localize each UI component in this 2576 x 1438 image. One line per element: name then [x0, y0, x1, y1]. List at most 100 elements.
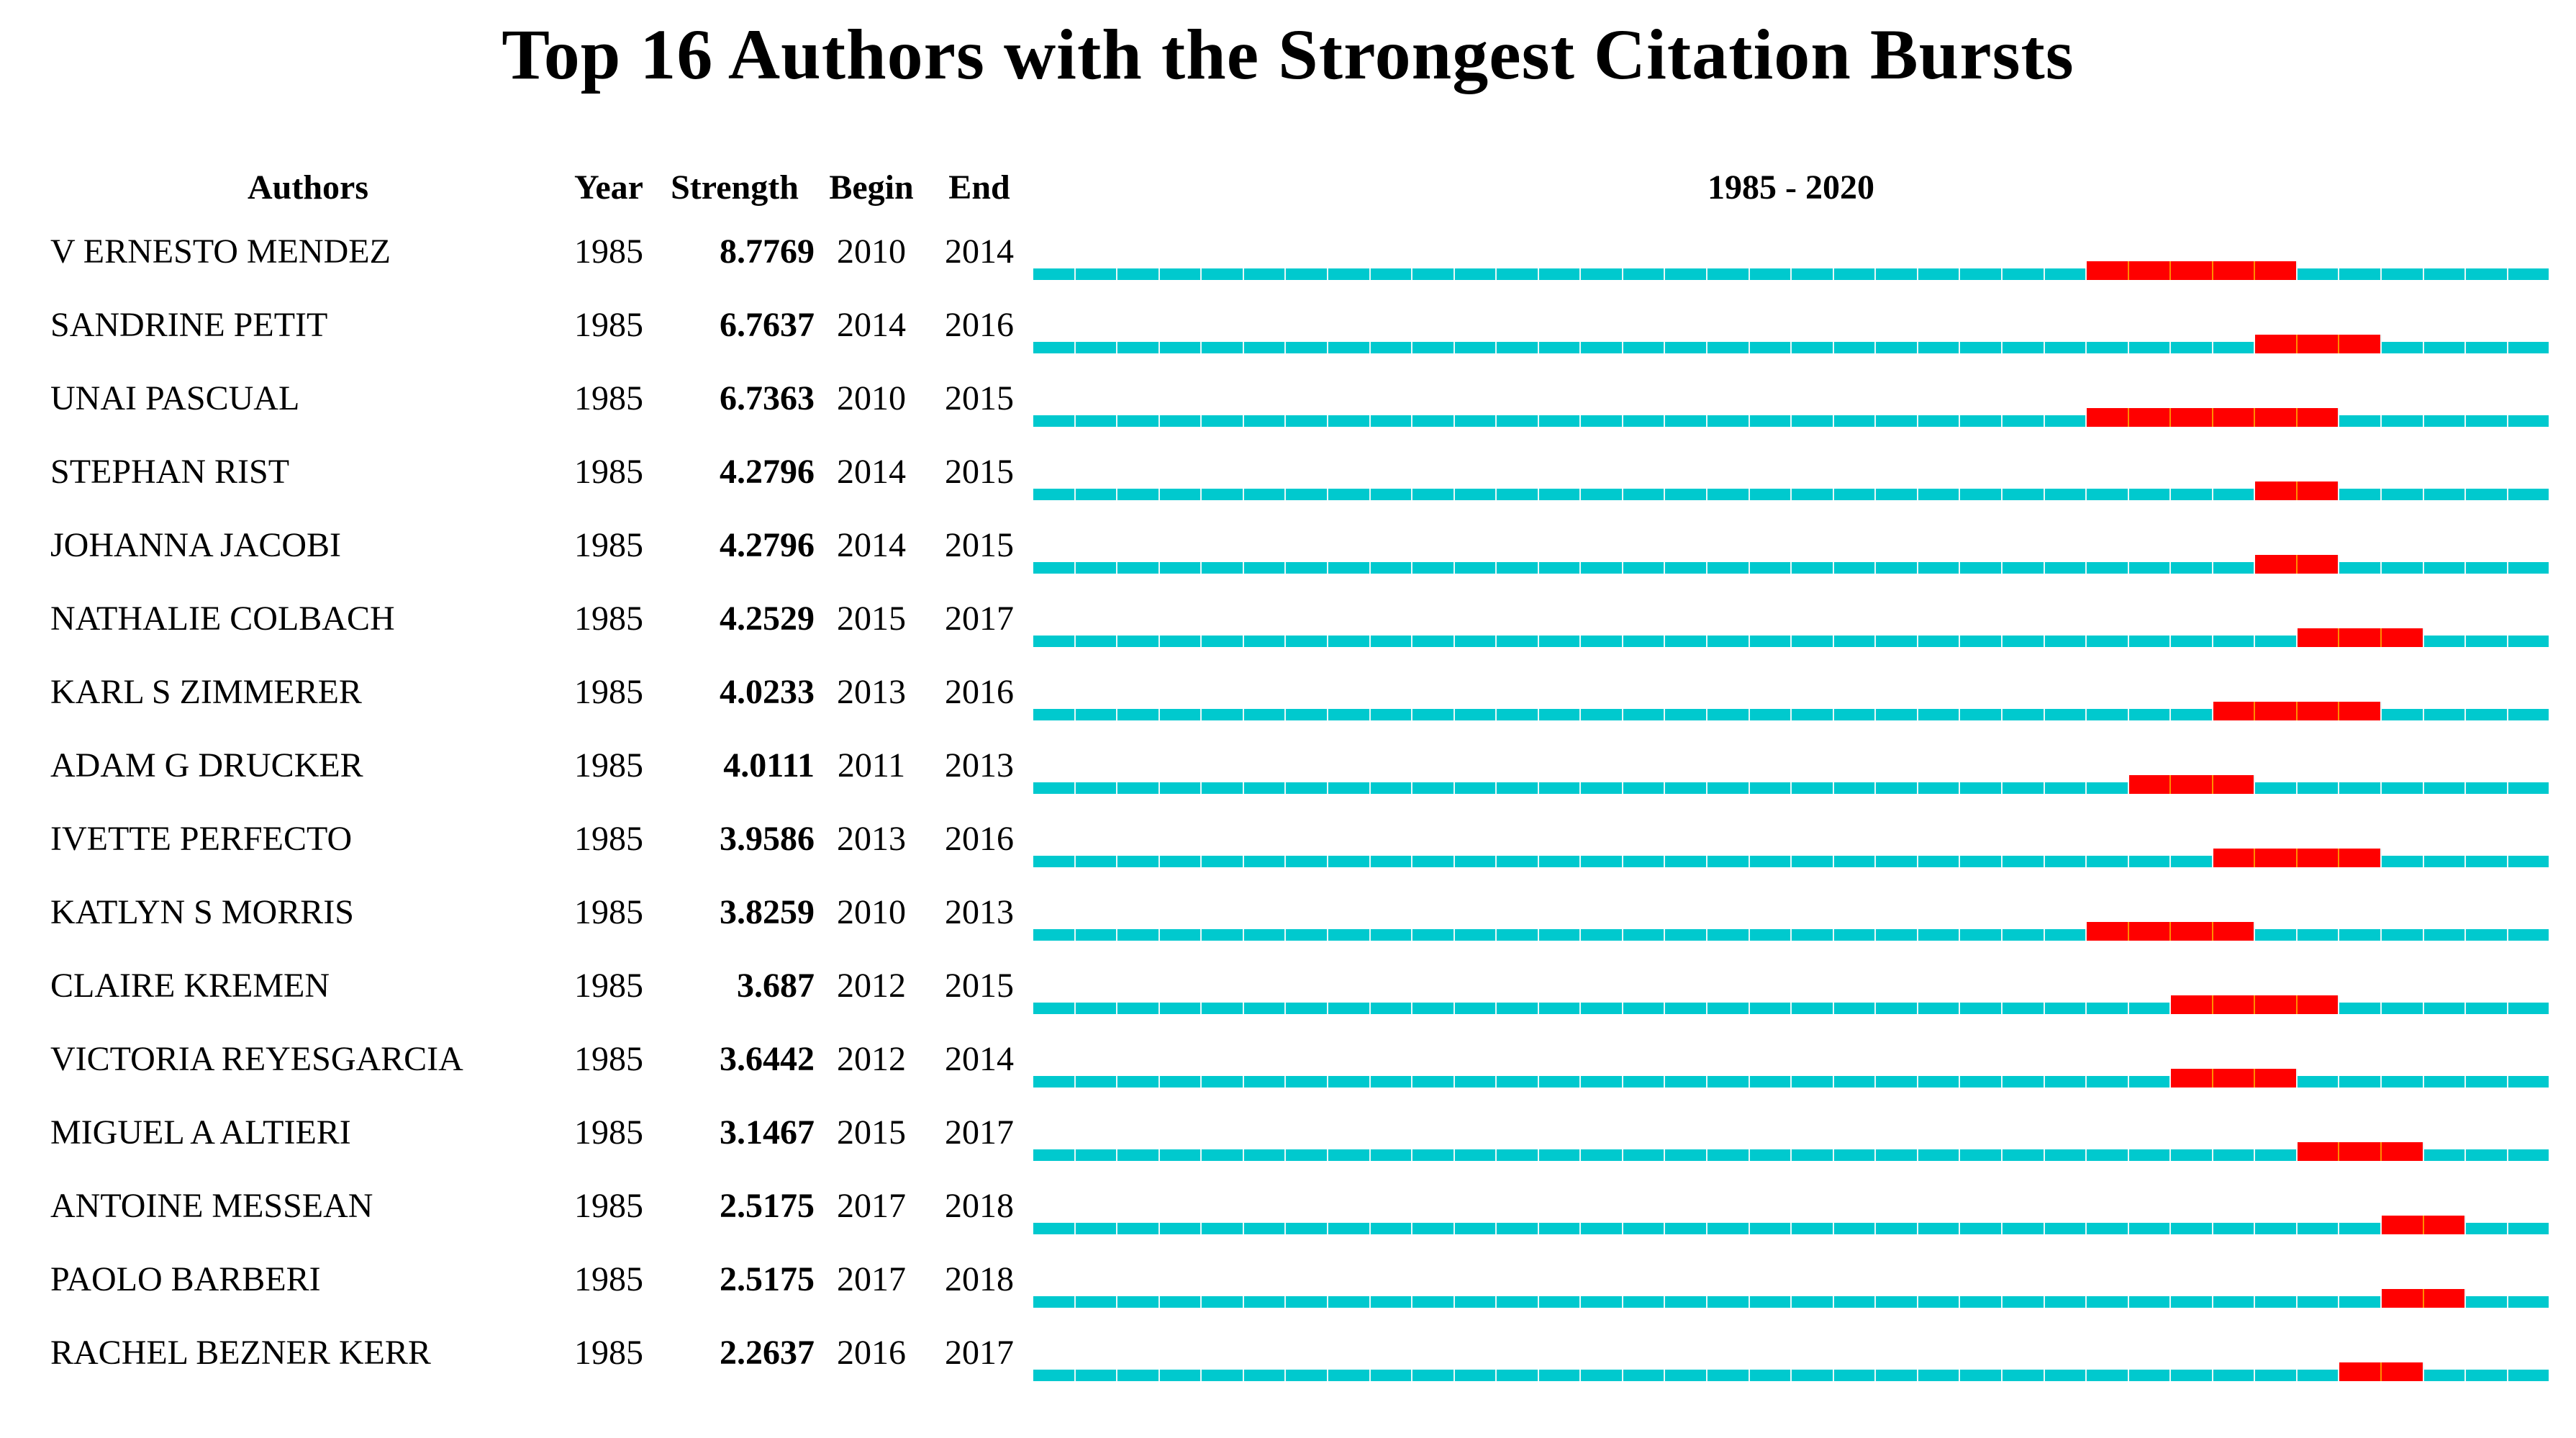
strength-value: 6.7637: [720, 305, 815, 344]
timeline-year-cell: [1581, 1296, 1623, 1308]
burst-segment: [2171, 995, 2213, 1014]
timeline-year-cell: [1707, 562, 1750, 574]
timeline-year-cell: [1960, 1223, 2003, 1234]
timeline-year-cell: [2466, 342, 2508, 353]
timeline-year-cell: [2466, 562, 2508, 574]
timeline-year-cell: [2382, 1076, 2424, 1087]
timeline-year-cell: [1792, 562, 1834, 574]
end-year-value: 2016: [945, 819, 1014, 858]
timeline-year-cell: [2128, 342, 2172, 353]
burst-segment: [2339, 628, 2382, 647]
timeline-year-cell: [1370, 268, 1413, 280]
timeline-year-cell: [2002, 709, 2045, 720]
burst-segment: [2382, 1216, 2424, 1234]
timeline-year-cell: [1623, 342, 1666, 353]
author-name: PAOLO BARBERI: [50, 1260, 321, 1298]
timeline-year-cell: [2087, 1149, 2129, 1161]
timeline-year-cell: [2171, 856, 2213, 867]
timeline-year-cell: [1960, 929, 2003, 941]
timeline-year-cell: [1033, 1076, 1076, 1087]
timeline-year-cell: [1202, 342, 1244, 353]
timeline-year-cell: [1328, 489, 1371, 500]
timeline-year-cell: [1328, 709, 1371, 720]
burst-segment: [2339, 1142, 2382, 1161]
timeline-year-cell: [2171, 1149, 2213, 1161]
timeline-year-cell: [1707, 1003, 1750, 1014]
timeline-year-cell: [1497, 1223, 1539, 1234]
timeline-year-cell: [1749, 268, 1792, 280]
timeline-year-cell: [2002, 342, 2045, 353]
burst-rows: V ERNESTO MENDEZ 1985 8.7769 2010 2014 SANDRI…: [0, 214, 2576, 1389]
timeline-year-cell: [2128, 1003, 2172, 1014]
timeline-year-cell: [2002, 929, 2045, 941]
timeline-year-cell: [1538, 415, 1582, 427]
timeline-year-cell: [1749, 636, 1792, 647]
table-row: MIGUEL A ALTIERI 1985 3.1467 2015 2017: [0, 1095, 2576, 1169]
burst-segment: [2297, 1142, 2340, 1161]
timeline-year-cell: [2128, 489, 2172, 500]
timeline-year-cell: [2466, 268, 2508, 280]
timeline-year-cell: [1833, 342, 1877, 353]
timeline-year-cell: [2382, 856, 2424, 867]
timeline-year-cell: [2423, 1370, 2467, 1381]
timeline-year-cell: [1454, 1003, 1497, 1014]
timeline-year-cell: [2171, 636, 2213, 647]
burst-segment: [2339, 849, 2382, 867]
timeline-year-cell: [2508, 856, 2549, 867]
column-header-year: Year: [574, 168, 643, 207]
timeline-year-cell: [1075, 1370, 1118, 1381]
timeline-year-cell: [1243, 342, 1287, 353]
timeline-year-cell: [1159, 562, 1202, 574]
timeline-year-cell: [1665, 929, 1707, 941]
author-name: ADAM G DRUCKER: [50, 746, 363, 784]
timeline-year-cell: [1538, 268, 1582, 280]
timeline-track: [1033, 628, 2549, 647]
burst-segment: [2297, 849, 2340, 867]
end-year-value: 2014: [945, 232, 1014, 271]
timeline-year-cell: [1243, 489, 1287, 500]
timeline-year-cell: [2466, 1076, 2508, 1087]
timeline-year-cell: [1623, 415, 1666, 427]
timeline: [1033, 288, 2549, 361]
timeline-year-cell: [1202, 489, 1244, 500]
timeline-year-cell: [2002, 1370, 2045, 1381]
timeline-year-cell: [2466, 929, 2508, 941]
timeline-year-cell: [1876, 1370, 1918, 1381]
timeline-year-cell: [1918, 268, 1961, 280]
burst-segment: [2423, 1289, 2467, 1308]
timeline-track: [1033, 922, 2549, 941]
timeline-year-cell: [1117, 709, 1160, 720]
timeline-year-cell: [2508, 636, 2549, 647]
timeline-year-cell: [2382, 489, 2424, 500]
timeline-year-cell: [1243, 1149, 1287, 1161]
burst-segment: [2213, 775, 2256, 794]
timeline-year-cell: [1623, 1149, 1666, 1161]
timeline-year-cell: [2128, 1076, 2172, 1087]
timeline-year-cell: [2508, 1223, 2549, 1234]
timeline-year-cell: [2171, 1370, 2213, 1381]
end-year-value: 2018: [945, 1186, 1014, 1225]
timeline-year-cell: [1075, 856, 1118, 867]
timeline-year-cell: [2508, 415, 2549, 427]
timeline: [1033, 508, 2549, 582]
timeline-year-cell: [1749, 562, 1792, 574]
timeline-year-cell: [2382, 1003, 2424, 1014]
timeline-year-cell: [1117, 268, 1160, 280]
timeline-year-cell: [1749, 489, 1792, 500]
burst-segment: [2128, 775, 2172, 794]
timeline-year-cell: [1075, 342, 1118, 353]
timeline-year-cell: [1497, 1370, 1539, 1381]
author-name: V ERNESTO MENDEZ: [50, 232, 391, 271]
timeline-year-cell: [2128, 709, 2172, 720]
timeline-year-cell: [1243, 1370, 1287, 1381]
year-value: 1985: [574, 525, 643, 564]
timeline-year-cell: [1665, 1149, 1707, 1161]
timeline-year-cell: [2213, 342, 2256, 353]
timeline-year-cell: [1960, 415, 2003, 427]
timeline-year-cell: [1749, 1076, 1792, 1087]
timeline-year-cell: [1665, 268, 1707, 280]
timeline-year-cell: [1918, 636, 1961, 647]
timeline-year-cell: [2382, 782, 2424, 794]
table-row: ADAM G DRUCKER 1985 4.0111 2011 2013: [0, 728, 2576, 802]
timeline-year-cell: [1412, 268, 1455, 280]
